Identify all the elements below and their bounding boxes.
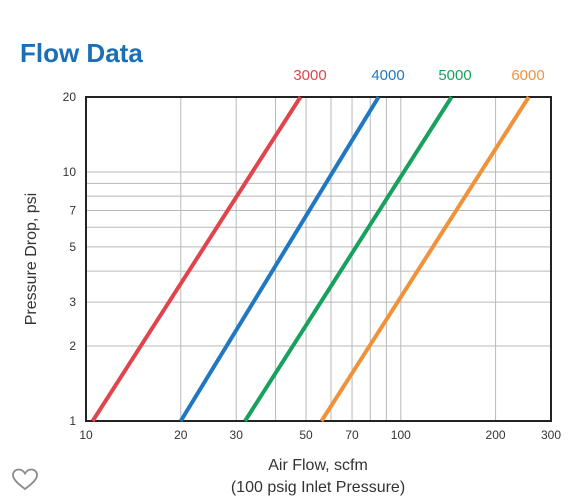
x-tick-label: 70 [345, 428, 359, 442]
x-tick-label: 300 [541, 428, 561, 442]
x-tick-label: 200 [486, 428, 506, 442]
series-line-5000 [243, 95, 454, 423]
x-axis-label: Air Flow, scfm [268, 457, 368, 474]
legend-label-3000: 3000 [293, 67, 326, 84]
x-tick-label: 50 [299, 428, 313, 442]
grid [86, 97, 551, 421]
y-tick-label: 10 [63, 165, 77, 179]
x-tick-label: 30 [230, 428, 244, 442]
series-lines [90, 95, 531, 423]
y-tick-label: 20 [63, 90, 77, 104]
series-line-4000 [179, 95, 381, 423]
plot-frame [85, 96, 552, 422]
legend: 3000 4000 5000 6000 [293, 67, 544, 84]
x-tick-label: 10 [79, 428, 93, 442]
x-axis-sublabel: (100 psig Inlet Pressure) [231, 479, 405, 496]
x-tick-label: 20 [174, 428, 188, 442]
legend-label-5000: 5000 [438, 67, 471, 84]
y-tick-label: 2 [69, 339, 76, 353]
y-tick-label: 3 [69, 295, 76, 309]
y-tick-label: 7 [69, 204, 76, 218]
series-line-6000 [319, 95, 531, 423]
legend-label-6000: 6000 [511, 67, 544, 84]
series-line-3000 [90, 95, 303, 423]
tick-labels: 10 20 30 50 70 100 200 300 1 2 3 5 7 10 20 [63, 90, 562, 442]
chart-title: Flow Data [20, 38, 143, 68]
y-axis-label: Pressure Drop, psi [23, 193, 40, 326]
axes [85, 96, 552, 422]
x-tick-label: 100 [391, 428, 411, 442]
heart-icon[interactable] [12, 468, 38, 492]
y-tick-label: 5 [69, 240, 76, 254]
y-tick-label: 1 [69, 414, 76, 428]
legend-label-4000: 4000 [371, 67, 404, 84]
